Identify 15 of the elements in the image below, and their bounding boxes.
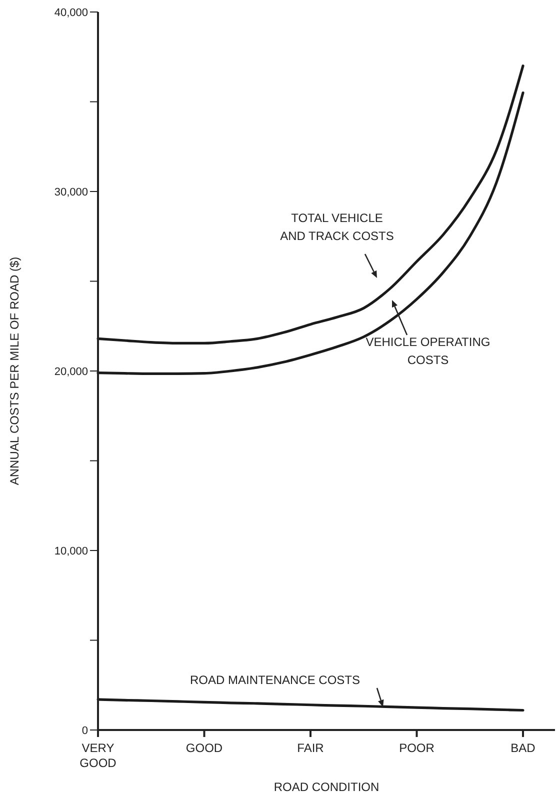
x-tick-label: FAIR <box>297 741 324 755</box>
y-tick-label: 30,000 <box>54 186 88 198</box>
y-tick-label: 10,000 <box>54 545 88 558</box>
x-tick-label: POOR <box>399 741 435 755</box>
x-tick-label: VERY GOOD <box>80 741 117 770</box>
y-tick-label: 0 <box>82 724 88 737</box>
x-tick-label: BAD <box>510 741 536 755</box>
y-axis-title: ANNUAL COSTS PER MILE OF ROAD ($) <box>7 256 22 486</box>
y-tick-label: 40,000 <box>54 6 88 19</box>
annotation: TOTAL VEHICLE AND TRACK COSTS <box>280 211 394 243</box>
annotation: ROAD MAINTENANCE COSTS <box>190 673 360 687</box>
x-tick-label: GOOD <box>186 741 223 755</box>
annotation: VEHICLE OPERATING COSTS <box>366 335 490 367</box>
x-axis-title: ROAD CONDITION <box>274 780 380 794</box>
y-tick-label: 20,000 <box>54 366 88 378</box>
